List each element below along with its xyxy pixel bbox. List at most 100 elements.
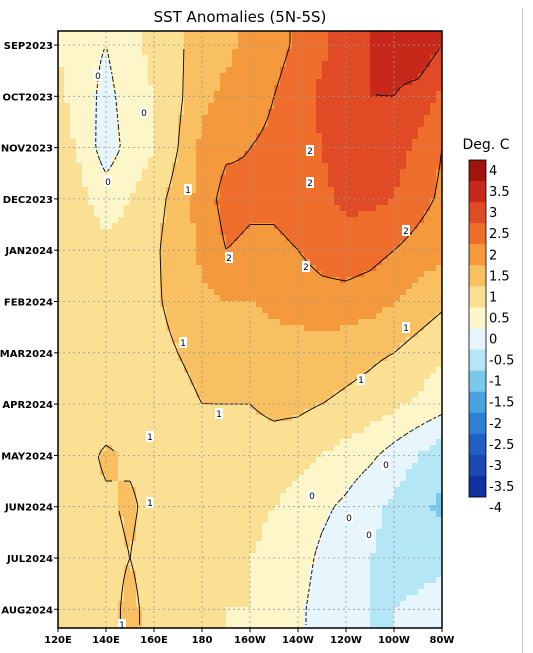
field-cell [64,79,71,86]
field-cell [94,157,101,164]
field-cell [436,253,443,260]
field-cell [76,151,83,158]
field-cell [238,193,245,200]
field-cell [430,283,437,290]
field-cell [220,91,227,98]
field-cell [142,379,149,386]
field-cell [88,55,95,62]
field-cell [262,337,269,344]
field-cell [58,73,65,80]
field-cell [376,457,383,464]
field-cell [160,373,167,380]
field-cell [400,403,407,410]
field-cell [184,421,191,428]
field-cell [250,367,257,374]
field-cell [112,55,119,62]
field-cell [394,193,401,200]
field-cell [214,145,221,152]
field-cell [370,421,377,428]
field-cell [352,319,359,326]
field-cell [136,91,143,98]
field-cell [202,235,209,242]
field-cell [64,313,71,320]
field-cell [118,157,125,164]
field-cell [160,265,167,272]
field-cell [88,385,95,392]
field-cell [256,37,263,44]
field-cell [118,175,125,182]
field-cell [184,481,191,488]
field-cell [232,325,239,332]
field-cell [334,325,341,332]
field-cell [388,31,395,38]
field-cell [112,193,119,200]
field-cell [94,163,101,170]
field-cell [184,97,191,104]
field-cell [352,409,359,416]
field-cell [160,121,167,128]
field-cell [190,493,197,500]
field-cell [364,325,371,332]
field-cell [388,229,395,236]
field-cell [352,331,359,338]
field-cell [280,325,287,332]
field-cell [142,265,149,272]
field-cell [358,259,365,266]
field-cell [262,259,269,266]
field-cell [436,79,443,86]
field-cell [256,271,263,278]
field-cell [76,67,83,74]
field-cell [202,175,209,182]
field-cell [178,409,185,416]
field-cell [112,349,119,356]
field-cell [94,295,101,302]
field-cell [76,217,83,224]
field-cell [334,493,341,500]
field-cell [82,283,89,290]
field-cell [322,403,329,410]
field-cell [388,139,395,146]
field-cell [310,331,317,338]
field-cell [298,109,305,116]
field-cell [238,397,245,404]
field-cell [328,157,335,164]
field-cell [82,133,89,140]
field-cell [160,175,167,182]
field-cell [412,139,419,146]
field-cell [130,457,137,464]
field-cell [208,151,215,158]
field-cell [244,343,251,350]
field-cell [358,397,365,404]
field-cell [310,421,317,428]
field-cell [418,85,425,92]
field-cell [184,223,191,230]
field-cell [76,343,83,350]
field-cell [244,337,251,344]
field-cell [364,157,371,164]
field-cell [418,151,425,158]
field-cell [346,451,353,458]
field-cell [340,451,347,458]
field-cell [370,451,377,458]
field-cell [298,493,305,500]
field-cell [292,421,299,428]
field-cell [346,277,353,284]
field-cell [112,415,119,422]
field-cell [358,241,365,248]
field-cell [238,283,245,290]
field-cell [430,151,437,158]
field-cell [208,79,215,86]
field-cell [430,49,437,56]
field-cell [58,217,65,224]
field-cell [370,187,377,194]
field-cell [82,319,89,326]
field-cell [106,367,113,374]
field-cell [94,199,101,206]
field-cell [196,79,203,86]
field-cell [388,487,395,494]
field-cell [136,79,143,86]
field-cell [82,91,89,98]
field-cell [178,49,185,56]
field-cell [226,37,233,44]
field-cell [64,337,71,344]
